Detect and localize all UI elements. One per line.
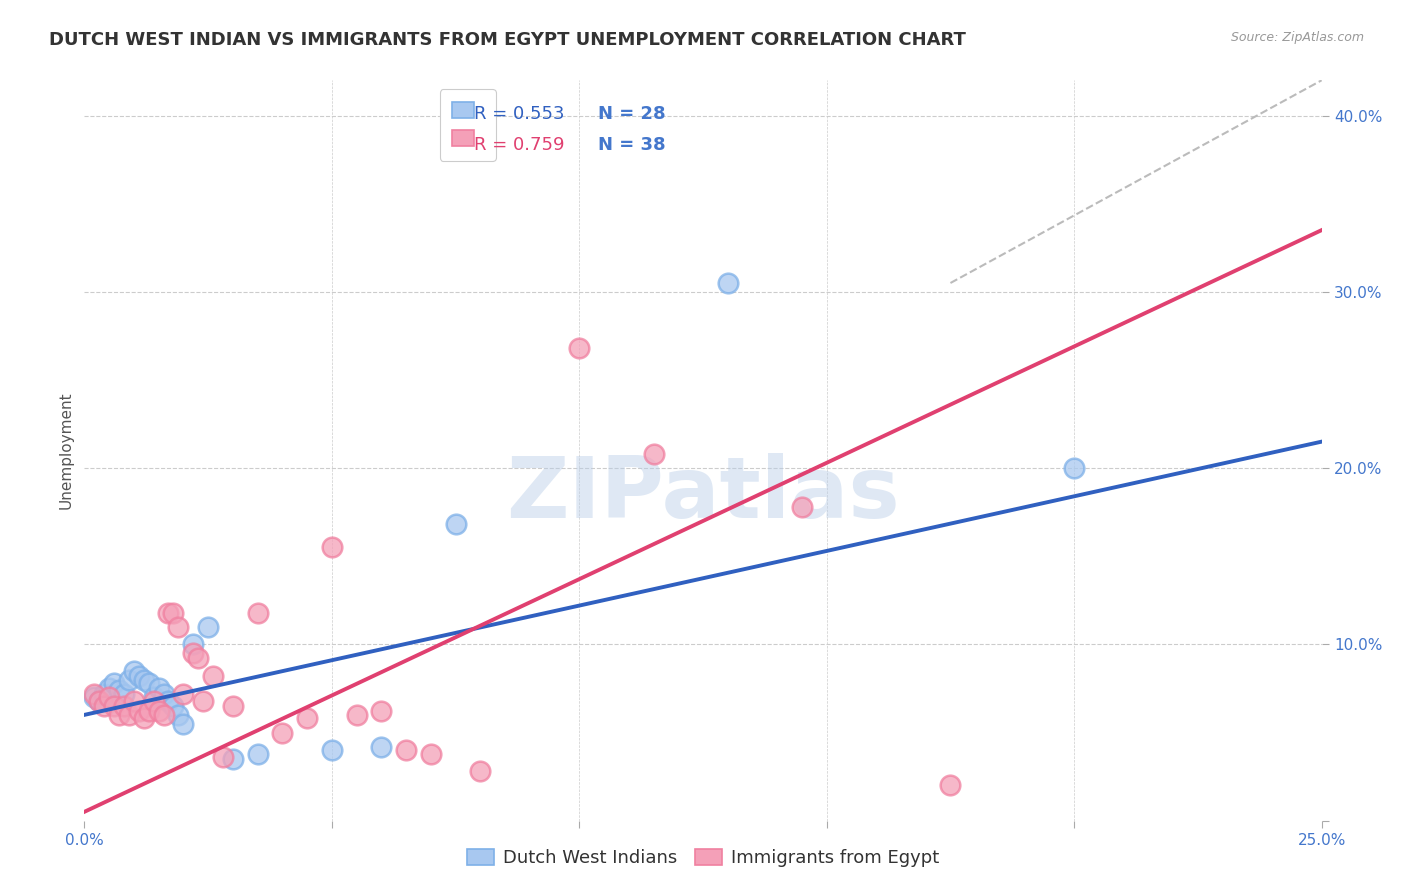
Point (167, 707, 190, 722)
Point (172, 687, 194, 701)
Point (122, 694, 145, 708)
Point (271, 725, 294, 739)
Point (138, 704, 160, 718)
Point (419, 747, 441, 761)
Text: ZIPatlas: ZIPatlas (506, 453, 900, 536)
Point (148, 681, 170, 696)
Point (346, 707, 368, 722)
Point (470, 764, 492, 779)
Point (197, 620, 219, 634)
Point (108, 707, 131, 722)
Point (93, 687, 115, 701)
Point (717, 276, 740, 290)
Point (222, 699, 245, 714)
Point (167, 620, 190, 634)
Point (118, 673, 141, 687)
Point (142, 690, 165, 705)
Point (222, 752, 245, 766)
Point (152, 707, 174, 722)
Text: Source: ZipAtlas.com: Source: ZipAtlas.com (1230, 31, 1364, 45)
Point (939, 778, 962, 792)
Point (98, 681, 121, 696)
Point (128, 669, 150, 683)
Point (395, 743, 418, 757)
Point (568, 341, 591, 355)
Legend: , : , (440, 89, 496, 161)
Text: R = 0.553: R = 0.553 (474, 104, 565, 122)
Point (112, 687, 135, 701)
Point (122, 664, 145, 678)
Point (370, 704, 392, 718)
Point (643, 447, 665, 461)
Point (152, 687, 174, 701)
Point (187, 651, 209, 665)
Point (83, 687, 105, 701)
Point (103, 676, 125, 690)
Point (1063, 461, 1085, 475)
Point (148, 704, 170, 718)
Point (181, 646, 204, 660)
Point (181, 637, 204, 651)
Text: DUTCH WEST INDIAN VS IMMIGRANTS FROM EGYPT UNEMPLOYMENT CORRELATION CHART: DUTCH WEST INDIAN VS IMMIGRANTS FROM EGY… (49, 31, 966, 49)
Point (157, 606, 180, 620)
Point (83, 690, 105, 705)
Point (112, 699, 135, 714)
Point (790, 500, 813, 514)
Point (128, 704, 150, 718)
Point (321, 743, 343, 757)
Point (103, 699, 125, 714)
Point (246, 606, 269, 620)
Point (89, 694, 111, 708)
Point (444, 517, 467, 532)
Point (132, 673, 155, 687)
Point (162, 606, 184, 620)
Text: N = 28: N = 28 (598, 104, 665, 122)
Text: R = 0.759: R = 0.759 (474, 136, 565, 153)
Point (162, 699, 184, 714)
Point (89, 694, 111, 708)
Point (202, 669, 225, 683)
Point (172, 716, 194, 731)
Point (142, 694, 165, 708)
Point (212, 750, 235, 764)
Point (118, 707, 141, 722)
Point (246, 747, 269, 761)
Point (370, 739, 392, 754)
Y-axis label: Unemployment: Unemployment (58, 392, 73, 509)
Point (132, 711, 155, 725)
Point (138, 676, 160, 690)
Point (191, 694, 214, 708)
Point (108, 683, 131, 698)
Point (321, 541, 343, 555)
Point (157, 694, 180, 708)
Point (295, 711, 318, 725)
Text: N = 38: N = 38 (598, 136, 665, 153)
Point (98, 690, 121, 705)
Legend: Dutch West Indians, Immigrants from Egypt: Dutch West Indians, Immigrants from Egyp… (460, 841, 946, 874)
Point (93, 699, 115, 714)
